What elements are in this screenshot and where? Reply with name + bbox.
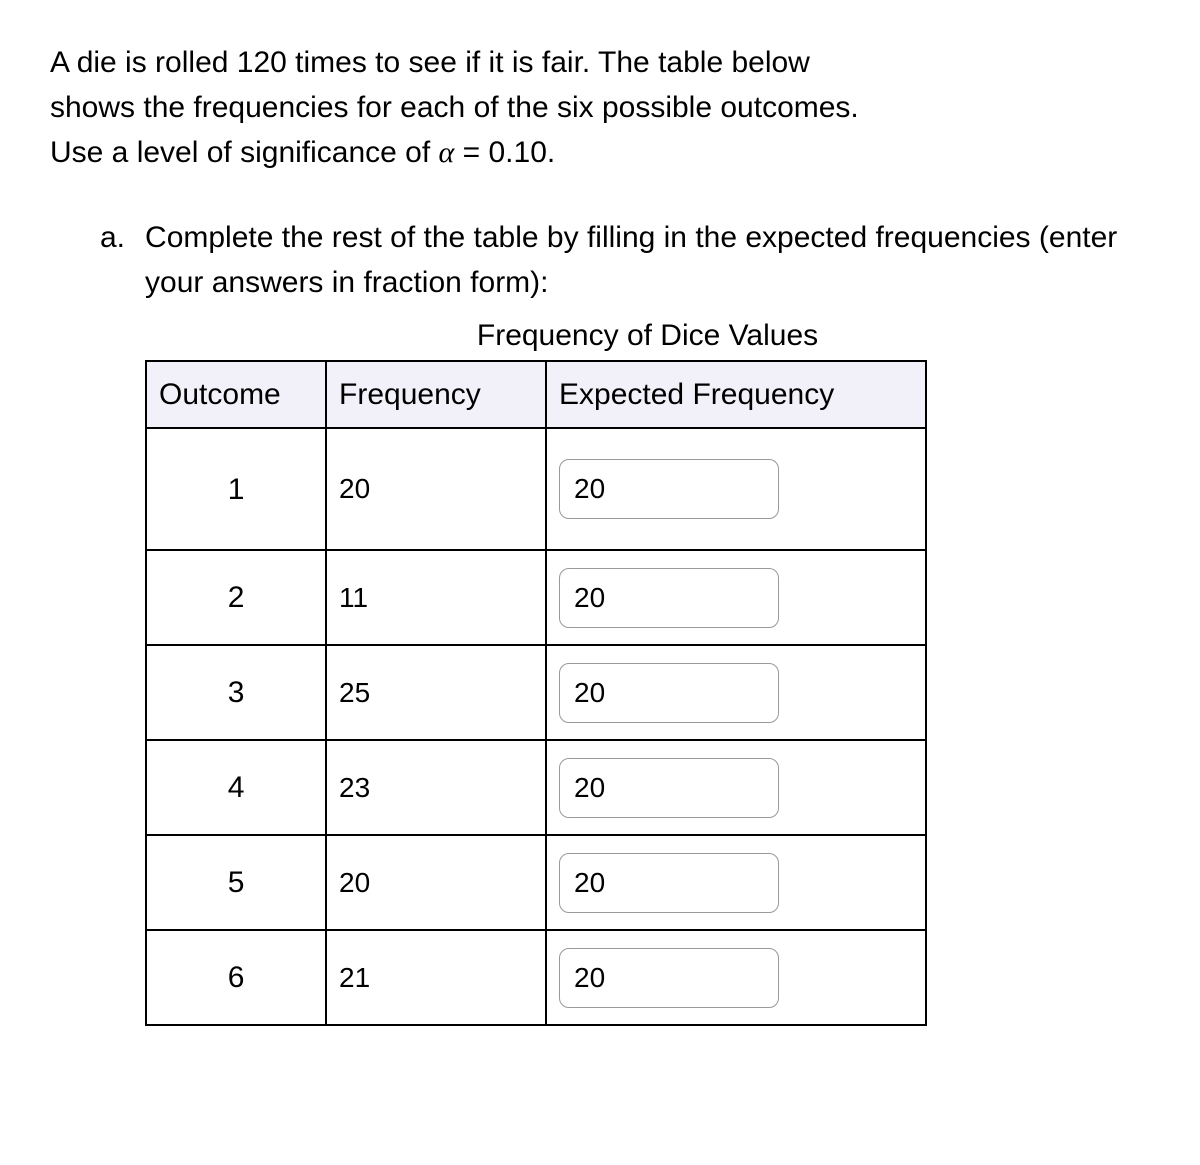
- expected-frequency-input[interactable]: 20: [559, 568, 779, 628]
- table-row: 3 25 20: [146, 645, 926, 740]
- expected-frequency-input[interactable]: 20: [559, 948, 779, 1008]
- outcome-cell: 1: [146, 428, 326, 550]
- expected-frequency-input[interactable]: 20: [559, 459, 779, 519]
- frequency-cell: 23: [326, 740, 546, 835]
- intro-text-2: shows the frequencies for each of the si…: [50, 91, 859, 124]
- expected-cell: 20: [546, 645, 926, 740]
- outcome-cell: 5: [146, 835, 326, 930]
- subpart-label: a.: [100, 215, 125, 1026]
- frequency-cell: 25: [326, 645, 546, 740]
- col-header-expected: Expected Frequency: [546, 361, 926, 428]
- outcome-cell: 2: [146, 550, 326, 645]
- table-row: 2 11 20: [146, 550, 926, 645]
- intro-text-1: A die is rolled 120 times to see if it i…: [50, 46, 810, 79]
- outcome-cell: 6: [146, 930, 326, 1025]
- frequency-table: Outcome Frequency Expected Frequency 1 2…: [145, 360, 927, 1026]
- col-header-frequency: Frequency: [326, 361, 546, 428]
- table-header-row: Outcome Frequency Expected Frequency: [146, 361, 926, 428]
- intro-text-3b: = 0.10.: [454, 136, 555, 169]
- outcome-cell: 4: [146, 740, 326, 835]
- expected-frequency-input[interactable]: 20: [559, 758, 779, 818]
- subpart-a: a. Complete the rest of the table by fil…: [50, 215, 1150, 1026]
- expected-frequency-input[interactable]: 20: [559, 853, 779, 913]
- subpart-body: Complete the rest of the table by fillin…: [145, 215, 1150, 1026]
- expected-cell: 20: [546, 550, 926, 645]
- frequency-cell: 20: [326, 428, 546, 550]
- table-caption: Frequency of Dice Values: [145, 313, 1150, 358]
- table-row: 4 23 20: [146, 740, 926, 835]
- expected-frequency-input[interactable]: 20: [559, 663, 779, 723]
- alpha-symbol: α: [439, 136, 455, 169]
- expected-cell: 20: [546, 930, 926, 1025]
- frequency-cell: 20: [326, 835, 546, 930]
- frequency-cell: 11: [326, 550, 546, 645]
- intro-text-3a: Use a level of significance of: [50, 136, 439, 169]
- frequency-cell: 21: [326, 930, 546, 1025]
- subpart-text: Complete the rest of the table by fillin…: [145, 215, 1150, 305]
- expected-cell: 20: [546, 740, 926, 835]
- outcome-cell: 3: [146, 645, 326, 740]
- table-row: 1 20 20: [146, 428, 926, 550]
- table-row: 6 21 20: [146, 930, 926, 1025]
- problem-intro: A die is rolled 120 times to see if it i…: [50, 40, 1150, 175]
- col-header-outcome: Outcome: [146, 361, 326, 428]
- expected-cell: 20: [546, 835, 926, 930]
- table-row: 5 20 20: [146, 835, 926, 930]
- expected-cell: 20: [546, 428, 926, 550]
